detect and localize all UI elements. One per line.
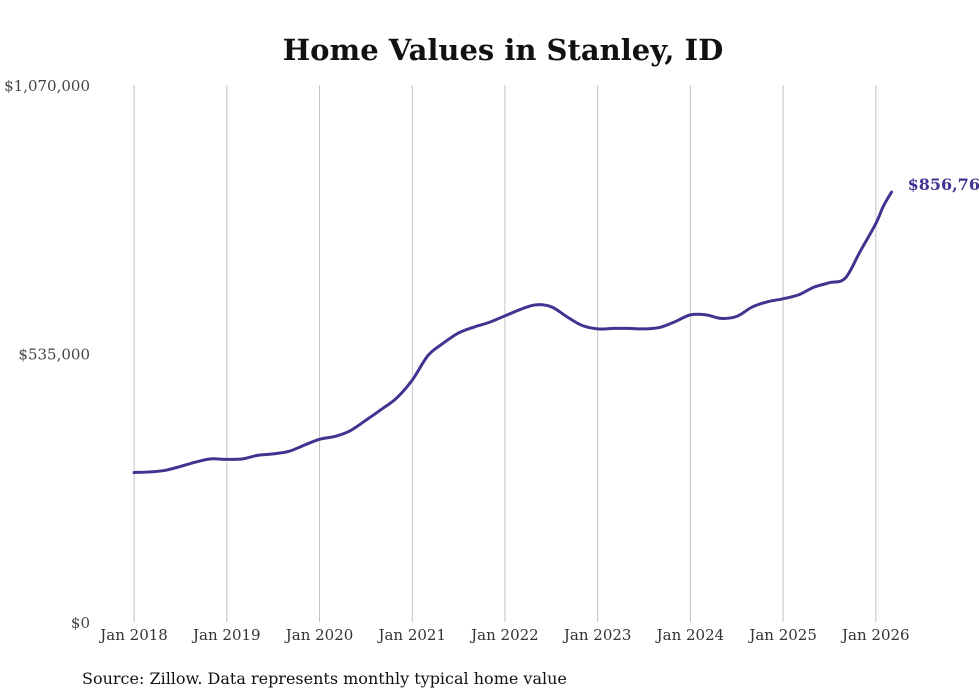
- x-tick-label-2: Jan 2020: [284, 626, 354, 644]
- series-lines: [132, 190, 894, 474]
- y-tick-label-1: $535,000: [18, 346, 90, 364]
- y-tick-label-2: $1,070,000: [4, 77, 90, 95]
- x-axis-ticks: Jan 2018 Jan 2019 Jan 2020 Jan 2021 Jan 2022…: [98, 626, 909, 644]
- x-tick-label-8: Jan 2026: [840, 626, 910, 644]
- x-tick-label-6: Jan 2024: [655, 626, 725, 644]
- y-tick-label-0: $0: [71, 614, 90, 632]
- chart-title: Home Values in Stanley, ID: [283, 33, 723, 67]
- vertical-gridlines: [133, 85, 877, 622]
- x-tick-label-1: Jan 2019: [191, 626, 261, 644]
- x-tick-label-5: Jan 2023: [562, 626, 632, 644]
- series-end-value-label-0: $856,766: [908, 175, 980, 194]
- x-tick-label-3: Jan 2021: [376, 626, 446, 644]
- series-line-0: [132, 190, 894, 474]
- x-tick-label-4: Jan 2022: [469, 626, 539, 644]
- x-tick-label-7: Jan 2025: [747, 626, 817, 644]
- x-tick-label-0: Jan 2018: [98, 626, 168, 644]
- series-end-labels: $856,766: [908, 175, 980, 194]
- source-note: Source: Zillow. Data represents monthly …: [82, 669, 567, 688]
- y-axis-ticks: $0 $535,000 $1,070,000: [4, 77, 90, 632]
